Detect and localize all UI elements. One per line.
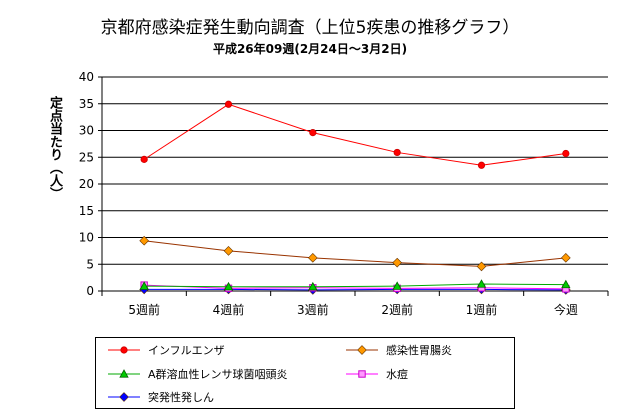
data-point	[139, 235, 149, 246]
legend-item: 突発性発しん	[106, 388, 214, 406]
legend-item: 水痘	[344, 365, 408, 383]
legend-marker	[357, 345, 367, 355]
data-point	[139, 281, 149, 290]
data-point	[308, 253, 318, 263]
series-line	[144, 288, 566, 291]
legend-label: 水痘	[386, 368, 408, 381]
y-tick-label: 15	[79, 204, 94, 218]
data-point	[561, 279, 571, 289]
y-tick-label: 35	[79, 97, 94, 111]
y-tick-label: 0	[86, 284, 94, 298]
data-point	[392, 257, 402, 268]
y-axis-label: 定点当たり（人）	[47, 96, 62, 200]
legend-marker	[120, 346, 128, 354]
y-tick-label: 25	[79, 150, 94, 164]
legend-swatch	[346, 370, 378, 378]
legend-swatch	[346, 345, 378, 355]
legend-label: A群溶血性レンサ球菌咽頭炎	[148, 368, 288, 381]
data-point	[140, 155, 148, 163]
legend-label: 突発性発しん	[148, 391, 214, 404]
legend-marker	[358, 370, 366, 378]
y-tick-label: 30	[79, 124, 94, 138]
y-tick-label: 40	[79, 70, 94, 84]
series-2	[139, 279, 571, 291]
data-point	[392, 281, 402, 290]
legend-swatch	[108, 369, 140, 378]
legend-marker	[119, 392, 129, 402]
chart-title: 京都府感染症発生動向調査（上位5疾患の推移グラフ）	[100, 18, 520, 38]
data-point	[223, 281, 234, 291]
x-tick-label: 1週前	[466, 302, 498, 317]
legend-item: インフルエンザ	[106, 341, 225, 359]
legend-item: 感染性胃腸炎	[344, 341, 452, 359]
series-0	[140, 100, 570, 169]
series-line	[144, 283, 566, 288]
chart-legend: インフルエンザ 感染性胃腸炎 A群溶血性レンサ球菌咽頭炎 水痘突発性発しん	[95, 337, 515, 409]
series-line	[143, 103, 566, 166]
data-point	[562, 149, 570, 158]
legend-swatch	[108, 346, 140, 354]
x-tick-label: 4週前	[213, 302, 245, 317]
y-tick-label: 20	[79, 177, 94, 191]
y-tick-label: 5	[86, 257, 94, 271]
legend-item: A群溶血性レンサ球菌咽頭炎	[106, 365, 288, 383]
data-point	[223, 246, 234, 256]
chart-subtitle: 平成26年09週(2月24日～3月2日)	[212, 42, 408, 56]
legend-marker	[119, 369, 129, 378]
line-chart: 0 5 10 15 20 25 30 35 40 5週前 4週前 3週前 2週前 1週前 今週	[79, 70, 609, 317]
x-tick-label: 3週前	[297, 302, 329, 317]
legend-label: インフルエンザ	[148, 344, 225, 357]
legend-swatch	[108, 392, 140, 402]
data-point	[393, 148, 401, 157]
data-point	[308, 281, 318, 291]
y-tick-label: 10	[79, 231, 94, 245]
series-line	[144, 284, 566, 290]
x-tick-label: 2週前	[381, 302, 413, 317]
legend-label: 感染性胃腸炎	[386, 344, 452, 357]
data-point	[309, 129, 317, 137]
series-line	[144, 240, 566, 267]
data-point	[224, 100, 233, 108]
x-tick-label: 今週	[554, 302, 578, 317]
data-point	[561, 253, 571, 263]
data-point	[476, 279, 487, 288]
data-point	[476, 261, 487, 272]
series-1	[139, 235, 571, 272]
x-tick-label: 5週前	[128, 302, 160, 317]
data-point	[477, 161, 486, 169]
